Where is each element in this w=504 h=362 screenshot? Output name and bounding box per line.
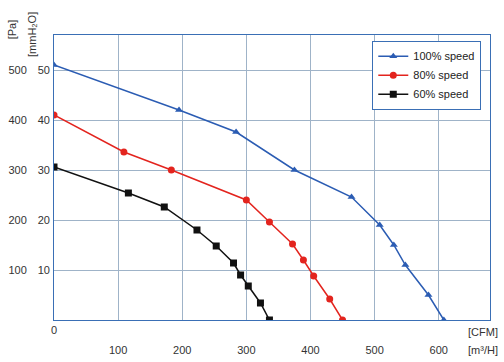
svg-text:30: 30 [38,164,50,176]
svg-text:300: 300 [8,164,26,176]
svg-text:10: 10 [38,264,50,276]
svg-text:[m³/H]: [m³/H] [468,344,498,356]
svg-text:80% speed: 80% speed [413,69,468,81]
svg-text:600: 600 [430,344,448,356]
svg-text:500: 500 [365,344,383,356]
svg-text:[Pa]: [Pa] [6,20,18,40]
svg-text:0: 0 [51,324,57,336]
svg-text:400: 400 [301,344,319,356]
svg-text:500: 500 [8,64,26,76]
svg-text:300: 300 [237,344,255,356]
svg-text:40: 40 [38,114,50,126]
svg-text:100: 100 [109,344,127,356]
svg-text:20: 20 [38,214,50,226]
svg-text:200: 200 [8,214,26,226]
svg-text:100: 100 [8,264,26,276]
svg-text:50: 50 [38,64,50,76]
svg-text:400: 400 [8,114,26,126]
svg-text:60% speed: 60% speed [413,88,468,100]
svg-text:100% speed: 100% speed [413,50,474,62]
svg-text:200: 200 [173,344,191,356]
svg-text:[CFM]: [CFM] [468,326,498,338]
svg-text:[mmH₂O]: [mmH₂O] [26,12,38,57]
